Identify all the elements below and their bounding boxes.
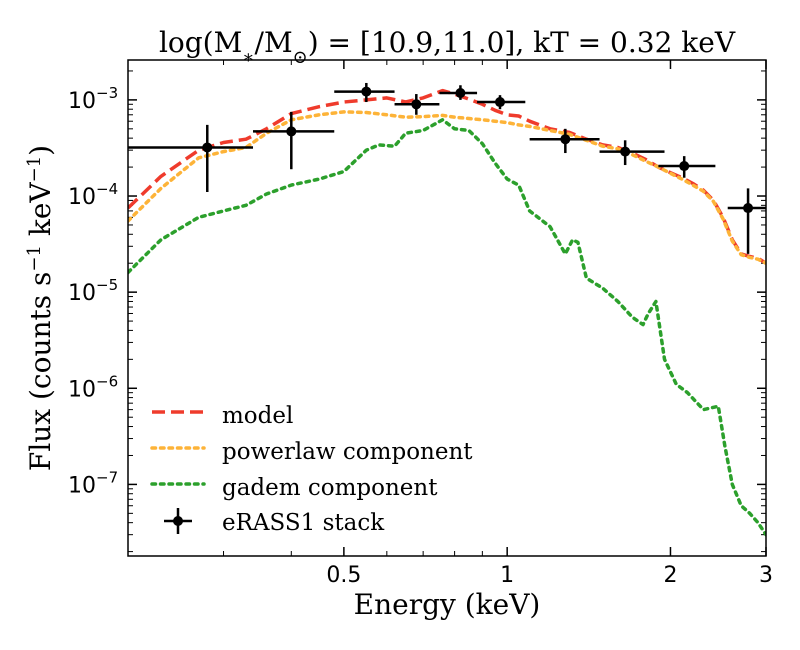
series-line-gadem-component	[128, 118, 766, 537]
series-line-powerlaw-component	[128, 110, 766, 265]
data-marker	[743, 203, 754, 214]
data-marker	[411, 99, 422, 110]
data-point	[253, 111, 335, 170]
data-marker	[202, 142, 213, 153]
data-marker	[560, 134, 571, 145]
data-point	[658, 156, 716, 178]
data-point	[394, 94, 440, 115]
data-point	[128, 124, 254, 193]
ticks-layer	[127, 60, 767, 556]
y-axis-label: Flux (counts s−1 keV−1)	[24, 145, 58, 471]
x-tick-label: 3	[759, 563, 773, 588]
tick-labels-layer: 0.5 1 2 3 10−7 10−6 10−5 10−4 10−3	[68, 84, 773, 588]
data-point	[477, 95, 526, 110]
data-point	[599, 140, 665, 166]
x-tick-label: 0.5	[326, 563, 361, 588]
data-marker	[286, 126, 297, 137]
chart-title: log(M∗/M⊙) = [10.9,11.0], kT = 0.32 keV	[159, 26, 736, 68]
data-point	[727, 188, 766, 254]
legend-label-powerlaw: powerlaw component	[222, 439, 473, 465]
series-layer	[128, 88, 766, 537]
y-tick-label: 10−6	[68, 372, 118, 402]
data-point	[334, 82, 395, 103]
data-marker	[494, 97, 505, 108]
legend-label-model: model	[222, 403, 293, 429]
legend-label-gadem: gadem component	[222, 475, 438, 501]
data-marker	[361, 86, 372, 97]
data-marker	[620, 146, 631, 157]
data-marker	[679, 161, 690, 172]
x-tick-label: 1	[500, 563, 514, 588]
data-marker	[455, 87, 466, 98]
legend-label-errorbar: eRASS1 stack	[222, 510, 385, 536]
y-tick-label: 10−5	[68, 276, 118, 306]
legend-swatch-errorbar	[164, 508, 192, 534]
legend: model powerlaw component gadem component…	[150, 403, 473, 536]
x-tick-label: 2	[663, 563, 677, 588]
y-tick-label: 10−7	[68, 468, 118, 498]
x-axis-label: Energy (keV)	[354, 588, 541, 621]
y-tick-label: 10−4	[68, 180, 118, 210]
points-layer	[128, 82, 766, 254]
plot-frame	[127, 59, 767, 557]
data-point	[439, 85, 478, 100]
data-point	[529, 128, 600, 154]
y-tick-label: 10−3	[68, 84, 118, 114]
